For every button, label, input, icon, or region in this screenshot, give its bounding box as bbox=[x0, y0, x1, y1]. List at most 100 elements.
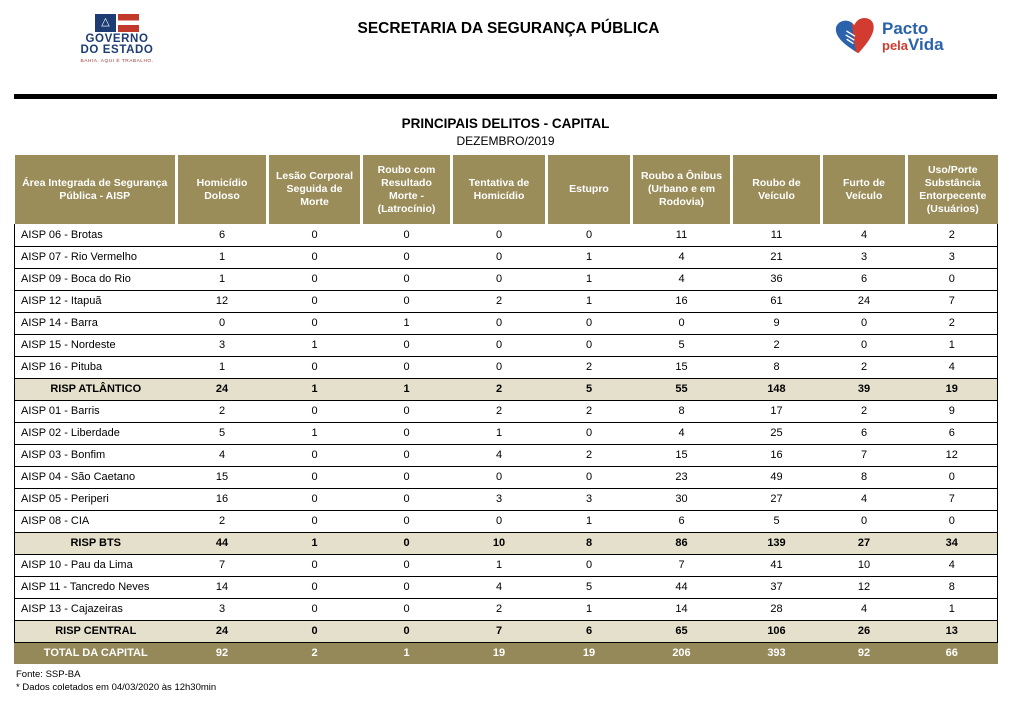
value-cell: 36 bbox=[731, 268, 822, 291]
value-cell: 0 bbox=[451, 510, 547, 533]
value-cell: 16 bbox=[631, 290, 732, 313]
value-cell: 1 bbox=[176, 356, 268, 379]
value-cell: 11 bbox=[631, 224, 732, 247]
value-cell: 4 bbox=[906, 554, 998, 577]
value-cell: 92 bbox=[176, 642, 268, 664]
row-label: AISP 12 - Itapuã bbox=[14, 290, 177, 313]
row-label: RISP ATLÂNTICO bbox=[14, 378, 177, 401]
value-cell: 3 bbox=[176, 598, 268, 621]
value-cell: 10 bbox=[451, 532, 547, 555]
table-header-row: Área Integrada de Segurança Pública - AI… bbox=[14, 155, 998, 224]
pacto-logo-text: Pacto pelaVida bbox=[882, 19, 944, 54]
page-title: SECRETARIA DA SEGURANÇA PÚBLICA bbox=[357, 20, 660, 37]
value-cell: 15 bbox=[176, 466, 268, 489]
value-cell: 7 bbox=[906, 290, 998, 313]
value-cell: 1 bbox=[546, 246, 632, 269]
value-cell: 13 bbox=[906, 620, 998, 643]
value-cell: 1 bbox=[176, 268, 268, 291]
table-row: AISP 06 - Brotas 6 0 0 0 0 11 11 4 2 bbox=[14, 224, 998, 247]
value-cell: 19 bbox=[451, 642, 547, 664]
row-label: AISP 02 - Liberdade bbox=[14, 422, 177, 445]
value-cell: 8 bbox=[906, 576, 998, 599]
pacto-pela-vida-logo: Pacto pelaVida bbox=[835, 10, 981, 56]
value-cell: 8 bbox=[731, 356, 822, 379]
value-cell: 0 bbox=[361, 224, 452, 247]
gov-logo-text: GOVERNO DO ESTADO bbox=[52, 33, 182, 57]
value-cell: 0 bbox=[546, 312, 632, 335]
table-row: AISP 07 - Rio Vermelho 1 0 0 0 1 4 21 3 3 bbox=[14, 246, 998, 269]
value-cell: 1 bbox=[906, 334, 998, 357]
column-header: Tentativa de Homicídio bbox=[450, 155, 547, 224]
value-cell: 7 bbox=[906, 488, 998, 511]
value-cell: 0 bbox=[176, 312, 268, 335]
value-cell: 15 bbox=[631, 356, 732, 379]
summary-row: RISP ATLÂNTICO 24 1 1 2 5 55 148 39 19 bbox=[14, 378, 998, 401]
value-cell: 0 bbox=[267, 466, 362, 489]
value-cell: 0 bbox=[267, 400, 362, 423]
value-cell: 0 bbox=[267, 488, 362, 511]
value-cell: 24 bbox=[176, 378, 268, 401]
row-label: RISP BTS bbox=[14, 532, 177, 555]
value-cell: 61 bbox=[731, 290, 822, 313]
value-cell: 0 bbox=[267, 576, 362, 599]
value-cell: 12 bbox=[176, 290, 268, 313]
gov-logo-line2: DO ESTADO bbox=[80, 44, 154, 56]
column-header: Área Integrada de Segurança Pública - AI… bbox=[14, 155, 177, 224]
value-cell: 19 bbox=[546, 642, 632, 664]
value-cell: 2 bbox=[906, 312, 998, 335]
vida-word: Vida bbox=[908, 35, 944, 54]
value-cell: 28 bbox=[731, 598, 822, 621]
value-cell: 2 bbox=[451, 598, 547, 621]
value-cell: 34 bbox=[906, 532, 998, 555]
value-cell: 30 bbox=[631, 488, 732, 511]
value-cell: 0 bbox=[631, 312, 732, 335]
value-cell: 4 bbox=[906, 356, 998, 379]
column-header: Roubo a Ônibus (Urbano e em Rodovia) bbox=[630, 155, 732, 224]
value-cell: 0 bbox=[546, 422, 632, 445]
value-cell: 41 bbox=[731, 554, 822, 577]
value-cell: 0 bbox=[906, 466, 998, 489]
table-row: AISP 14 - Barra 0 0 1 0 0 0 9 0 2 bbox=[14, 312, 998, 335]
value-cell: 66 bbox=[906, 642, 998, 664]
value-cell: 0 bbox=[267, 620, 362, 643]
value-cell: 0 bbox=[821, 510, 907, 533]
value-cell: 0 bbox=[451, 268, 547, 291]
value-cell: 2 bbox=[821, 400, 907, 423]
value-cell: 2 bbox=[451, 400, 547, 423]
value-cell: 4 bbox=[821, 224, 907, 247]
value-cell: 2 bbox=[176, 510, 268, 533]
table-row: AISP 02 - Liberdade 5 1 0 1 0 4 25 6 6 bbox=[14, 422, 998, 445]
value-cell: 0 bbox=[361, 268, 452, 291]
table-row: AISP 03 - Bonfim 4 0 0 4 2 15 16 7 12 bbox=[14, 444, 998, 467]
value-cell: 4 bbox=[451, 576, 547, 599]
pacto-word: Pacto bbox=[882, 19, 929, 38]
value-cell: 6 bbox=[906, 422, 998, 445]
table-row: AISP 05 - Periperi 16 0 0 3 3 30 27 4 7 bbox=[14, 488, 998, 511]
value-cell: 65 bbox=[631, 620, 732, 643]
table-subtitle: DEZEMBRO/2019 bbox=[456, 134, 555, 148]
value-cell: 16 bbox=[176, 488, 268, 511]
value-cell: 27 bbox=[821, 532, 907, 555]
value-cell: 3 bbox=[451, 488, 547, 511]
governo-do-estado-logo: △ GOVERNO DO ESTADO BAHIA. AQUI É TRABAL… bbox=[52, 10, 182, 64]
value-cell: 1 bbox=[267, 378, 362, 401]
value-cell: 14 bbox=[176, 576, 268, 599]
value-cell: 49 bbox=[731, 466, 822, 489]
value-cell: 0 bbox=[361, 422, 452, 445]
value-cell: 25 bbox=[731, 422, 822, 445]
column-header: Roubo de Veículo bbox=[730, 155, 822, 224]
table-row: AISP 15 - Nordeste 3 1 0 0 0 5 2 0 1 bbox=[14, 334, 998, 357]
value-cell: 0 bbox=[546, 224, 632, 247]
value-cell: 4 bbox=[821, 598, 907, 621]
value-cell: 5 bbox=[631, 334, 732, 357]
value-cell: 8 bbox=[631, 400, 732, 423]
value-cell: 0 bbox=[361, 510, 452, 533]
row-label: AISP 10 - Pau da Lima bbox=[14, 554, 177, 577]
value-cell: 2 bbox=[906, 224, 998, 247]
value-cell: 1 bbox=[267, 334, 362, 357]
value-cell: 24 bbox=[821, 290, 907, 313]
row-label: AISP 03 - Bonfim bbox=[14, 444, 177, 467]
crime-stats-table: Área Integrada de Segurança Pública - AI… bbox=[14, 155, 998, 664]
row-label: AISP 16 - Pituba bbox=[14, 356, 177, 379]
table-row: AISP 01 - Barris 2 0 0 2 2 8 17 2 9 bbox=[14, 400, 998, 423]
